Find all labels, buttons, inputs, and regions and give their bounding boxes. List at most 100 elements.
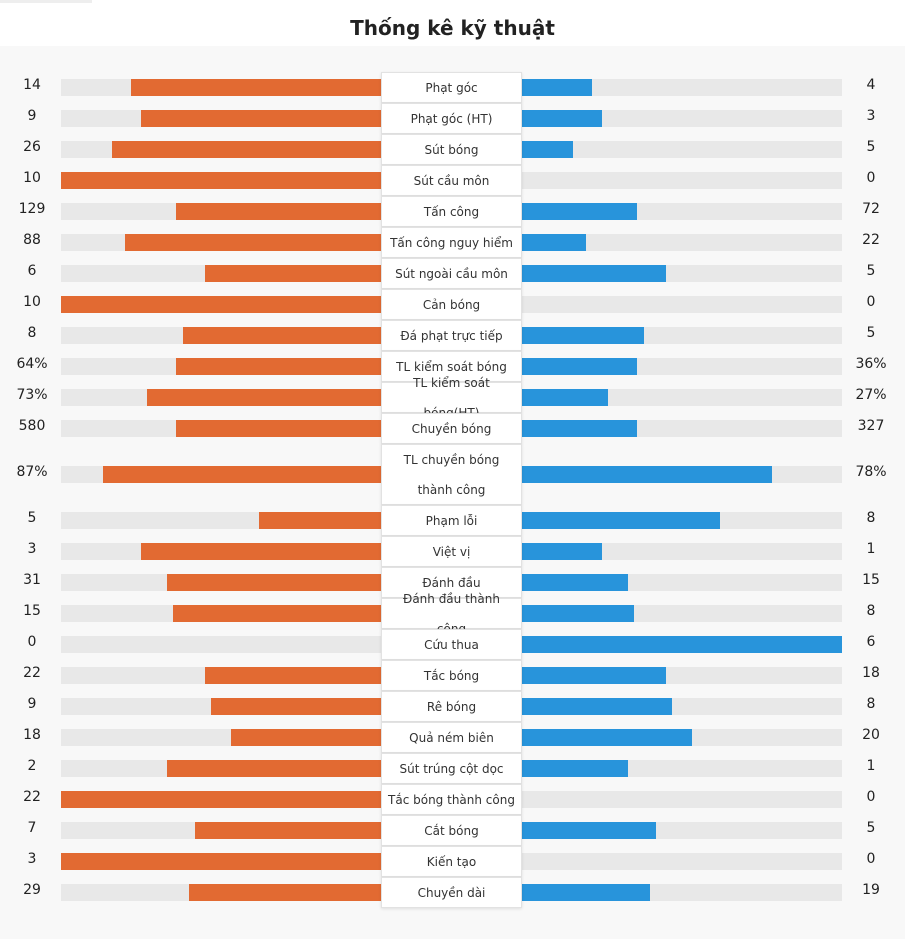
away-bar-track <box>522 466 842 483</box>
home-value: 22 <box>23 665 41 681</box>
stat-label: Cản bóng <box>381 289 522 320</box>
away-value: 1 <box>866 541 876 557</box>
home-bar-fill <box>173 605 381 622</box>
home-bar-fill <box>231 729 381 746</box>
away-bar-track <box>522 172 842 189</box>
stat-label: Phạm lỗi <box>381 505 522 536</box>
stat-label: Rê bóng <box>381 691 522 722</box>
away-value: 0 <box>866 294 876 310</box>
stat-row: 15 Đánh đầu thành công 8 <box>0 592 905 636</box>
away-bar-track <box>522 389 842 406</box>
home-value: 580 <box>18 418 46 434</box>
away-bar-fill <box>522 141 573 158</box>
home-value: 10 <box>23 170 41 186</box>
away-value: 5 <box>866 139 876 155</box>
home-bar-fill <box>176 358 381 375</box>
home-bar-fill <box>61 853 381 870</box>
stat-row: 31 Đánh đầu 15 <box>0 567 905 598</box>
away-value: 8 <box>866 510 876 526</box>
home-value: 3 <box>27 851 37 867</box>
away-value: 8 <box>866 696 876 712</box>
home-bar-track <box>61 172 381 189</box>
stat-row: 10 Cản bóng 0 <box>0 289 905 320</box>
home-value: 2 <box>27 758 37 774</box>
stat-row: 10 Sút cầu môn 0 <box>0 165 905 196</box>
away-value: 1 <box>866 758 876 774</box>
stat-label: Chuyền dài <box>381 877 522 908</box>
stat-row: 18 Quả ném biên 20 <box>0 722 905 753</box>
stat-row: 22 Tắc bóng 18 <box>0 660 905 691</box>
away-bar-track <box>522 296 842 313</box>
away-bar-fill <box>522 760 628 777</box>
away-bar-fill <box>522 110 602 127</box>
home-bar-track <box>61 605 381 622</box>
home-value: 64% <box>16 356 48 372</box>
away-bar-fill <box>522 822 656 839</box>
stat-row: 6 Sút ngoài cầu môn 5 <box>0 258 905 289</box>
away-value: 0 <box>866 170 876 186</box>
away-bar-track <box>522 141 842 158</box>
stat-label: Sút cầu môn <box>381 165 522 196</box>
away-bar-fill <box>522 234 586 251</box>
away-value: 327 <box>857 418 885 434</box>
home-bar-fill <box>61 791 381 808</box>
stat-row: 14 Phạt góc 4 <box>0 72 905 103</box>
home-bar-track <box>61 760 381 777</box>
stat-row: 5 Phạm lỗi 8 <box>0 505 905 536</box>
home-value: 14 <box>23 77 41 93</box>
home-value: 31 <box>23 572 41 588</box>
away-bar-track <box>522 884 842 901</box>
home-bar-track <box>61 79 381 96</box>
stat-row: 580 Chuyền bóng 327 <box>0 413 905 444</box>
home-value: 129 <box>18 201 46 217</box>
home-value: 3 <box>27 541 37 557</box>
away-bar-fill <box>522 667 666 684</box>
home-bar-track <box>61 327 381 344</box>
home-bar-fill <box>176 420 381 437</box>
away-bar-track <box>522 667 842 684</box>
page-title: Thống kê kỹ thuật <box>350 16 555 40</box>
away-bar-fill <box>522 512 720 529</box>
home-bar-fill <box>167 574 381 591</box>
away-value: 8 <box>866 603 876 619</box>
away-bar-track <box>522 574 842 591</box>
stat-label: TL chuyền bóng thành công <box>381 444 522 505</box>
home-value: 29 <box>23 882 41 898</box>
stat-label: Tắc bóng thành công <box>381 784 522 815</box>
home-bar-fill <box>259 512 381 529</box>
away-value: 5 <box>866 325 876 341</box>
away-bar-fill <box>522 636 842 653</box>
home-bar-track <box>61 729 381 746</box>
away-value: 0 <box>866 789 876 805</box>
away-bar-track <box>522 234 842 251</box>
home-value: 73% <box>16 387 48 403</box>
stat-label: Quả ném biên <box>381 722 522 753</box>
stat-row: 26 Sút bóng 5 <box>0 134 905 165</box>
home-bar-track <box>61 265 381 282</box>
away-bar-track <box>522 203 842 220</box>
home-bar-track <box>61 389 381 406</box>
away-value: 15 <box>862 572 880 588</box>
away-bar-fill <box>522 327 644 344</box>
home-bar-fill <box>183 327 381 344</box>
stat-row: 9 Phạt góc (HT) 3 <box>0 103 905 134</box>
home-bar-fill <box>195 822 381 839</box>
away-bar-track <box>522 110 842 127</box>
stat-row: 73% TL kiểm soát bóng(HT) 27% <box>0 376 905 420</box>
stat-row: 22 Tắc bóng thành công 0 <box>0 784 905 815</box>
away-bar-fill <box>522 358 637 375</box>
home-value: 9 <box>27 108 37 124</box>
home-bar-fill <box>141 110 381 127</box>
away-value: 20 <box>862 727 880 743</box>
home-value: 7 <box>27 820 37 836</box>
stat-label: Tấn công nguy hiểm <box>381 227 522 258</box>
home-bar-fill <box>61 172 381 189</box>
away-bar-track <box>522 605 842 622</box>
home-bar-fill <box>189 884 381 901</box>
home-bar-track <box>61 358 381 375</box>
home-bar-track <box>61 853 381 870</box>
away-bar-track <box>522 265 842 282</box>
stat-row: 8 Đá phạt trực tiếp 5 <box>0 320 905 351</box>
away-bar-track <box>522 822 842 839</box>
away-value: 36% <box>855 356 887 372</box>
